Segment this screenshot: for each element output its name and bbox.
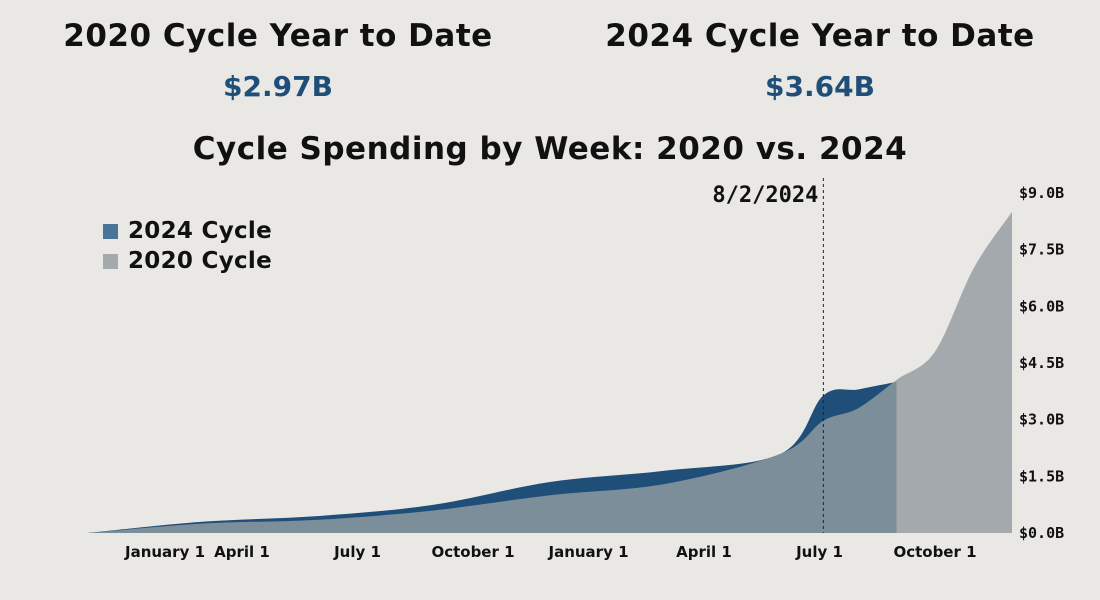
date-marker-label: 8/2/2024: [712, 183, 818, 208]
kpi-2024-value: $3.64B: [765, 70, 875, 103]
area-overlap: [88, 381, 897, 533]
legend-swatch-2020: [103, 253, 118, 269]
y-tick-label: $6.0B: [1019, 297, 1064, 315]
x-tick-label: January 1: [124, 543, 205, 561]
kpi-2024: 2024 Cycle Year to Date $3.64B: [560, 18, 1080, 103]
x-tick-label: October 1: [431, 543, 514, 561]
x-tick-label: July 1: [333, 543, 381, 561]
legend-label-2020: 2020 Cycle: [128, 248, 273, 274]
kpi-2020-value: $2.97B: [223, 70, 333, 103]
chart-legend: 2024 Cycle 2020 Cycle: [103, 216, 272, 276]
kpi-2020-title: 2020 Cycle Year to Date: [63, 18, 493, 54]
y-tick-label: $7.5B: [1019, 241, 1064, 259]
y-tick-label: $9.0B: [1019, 184, 1064, 202]
x-tick-label: July 1: [795, 543, 843, 561]
y-tick-label: $3.0B: [1019, 411, 1064, 429]
x-tick-label: October 1: [893, 543, 976, 561]
area-2020-cycle: [88, 211, 1012, 533]
x-tick-label: April 1: [214, 543, 270, 561]
kpi-2024-title: 2024 Cycle Year to Date: [605, 18, 1035, 54]
legend-item-2024: 2024 Cycle: [103, 216, 272, 246]
kpi-2020: 2020 Cycle Year to Date $2.97B: [18, 18, 538, 103]
legend-swatch-2024: [103, 223, 118, 239]
x-tick-label: January 1: [547, 543, 628, 561]
y-tick-label: $0.0B: [1019, 524, 1064, 542]
x-tick-label: April 1: [676, 543, 732, 561]
y-tick-label: $1.5B: [1019, 467, 1064, 485]
legend-item-2020: 2020 Cycle: [103, 246, 272, 276]
legend-label-2024: 2024 Cycle: [128, 218, 273, 244]
y-tick-label: $4.5B: [1019, 354, 1064, 372]
chart-title: Cycle Spending by Week: 2020 vs. 2024: [192, 131, 908, 167]
